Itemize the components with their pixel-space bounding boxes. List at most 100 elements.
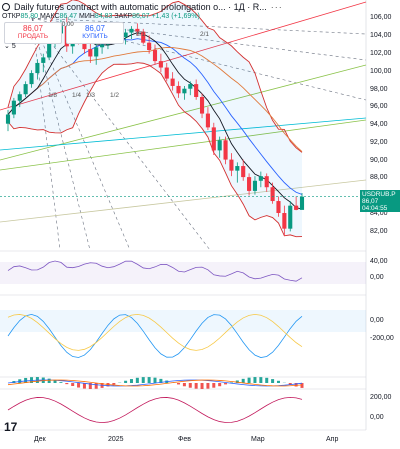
macd-histogram-bar	[88, 383, 92, 389]
trend-line	[0, 179, 367, 223]
macd-histogram-bar	[141, 377, 145, 383]
macd-histogram-bar	[224, 383, 228, 385]
macd-histogram-bar	[24, 377, 28, 383]
macd-histogram-bar	[65, 383, 69, 385]
macd-histogram-bar	[276, 380, 280, 383]
macd-histogram-bar	[124, 380, 128, 383]
osc4-tick: 0,00	[370, 414, 384, 421]
candle-body	[199, 96, 205, 114]
trend-line	[0, 117, 367, 151]
price-axis[interactable]: 106,00 104,00 102,00 100,00 98,00 96,00 …	[368, 0, 400, 421]
candle-body	[152, 50, 158, 62]
price-tick: 104,00	[370, 32, 392, 39]
momentum-line	[7, 397, 303, 424]
macd-histogram-bar	[18, 379, 22, 383]
candle-body	[158, 61, 163, 68]
candle-body	[88, 49, 93, 57]
trend-line	[0, 64, 367, 161]
macd-signal	[7, 379, 303, 387]
symbol-title[interactable]: Daily futures contract with automatic pr…	[14, 2, 267, 12]
macd-histogram-bar	[300, 383, 304, 388]
macd-histogram-bar	[194, 383, 198, 389]
candle-body	[176, 85, 181, 94]
time-tick: Дек	[34, 436, 46, 443]
macd-histogram-bar	[59, 382, 63, 383]
candle-body	[41, 57, 46, 63]
symbol-title-row[interactable]: Daily futures contract with automatic pr…	[2, 1, 283, 13]
macd-histogram-bar	[271, 379, 275, 383]
gann-line	[0, 1, 367, 111]
gann-line	[31, 17, 61, 251]
tradingview-logo-icon[interactable]: 17	[4, 420, 18, 434]
macd-histogram-bar	[247, 377, 251, 383]
chevron-down-icon: ⌄	[4, 43, 10, 50]
price-tag-price: 86,07	[362, 198, 379, 205]
osc4-tick: 200,00	[370, 394, 392, 401]
buy-label: КУПИТЬ	[82, 33, 108, 40]
candle-body	[288, 205, 293, 229]
candle-body	[194, 84, 199, 97]
price-tag-symbol: USDRUB.P	[362, 191, 396, 198]
moving-average-fast	[7, 32, 303, 210]
price-tick: 98,00	[370, 86, 388, 93]
macd-histogram-bar	[71, 383, 75, 387]
buy-button[interactable]: 86,07 КУПИТЬ	[66, 22, 124, 44]
macd-histogram-bar	[265, 377, 269, 383]
candle-body	[123, 32, 128, 38]
candle-body	[264, 176, 269, 188]
macd-histogram-bar	[241, 378, 245, 383]
candle-body	[188, 84, 193, 89]
candle-body	[229, 159, 234, 171]
candle-body	[94, 47, 99, 57]
buy-price: 86,07	[84, 24, 106, 33]
candle-body	[294, 205, 299, 210]
candle-body	[299, 196, 305, 210]
macd-histogram-bar	[177, 383, 181, 385]
low-value: 84,83	[94, 13, 113, 20]
sell-price: 86,07	[22, 24, 44, 33]
ohlc-values: ОТКР85,80 МАКС86,47 МИН84,83 ЗАКР86,07 +…	[2, 13, 200, 20]
macd-histogram-bar	[200, 383, 204, 389]
osc2-tick: -200,00	[370, 335, 394, 342]
macd-histogram-bar	[253, 377, 257, 383]
macd-histogram-bar	[182, 383, 186, 387]
macd-histogram-bar	[206, 383, 210, 389]
candle-body	[258, 176, 263, 181]
gann-label: 1/4	[72, 92, 82, 99]
more-menu-icon[interactable]: ···	[270, 2, 283, 12]
time-axis[interactable]: Дек 2025 Фев Мар Апр	[0, 430, 365, 449]
indicators-collapse-button[interactable]: ⌄ 5	[4, 42, 16, 51]
macd-histogram-bar	[153, 377, 157, 383]
gann-line	[31, 17, 211, 251]
price-tag-countdown: 04:04:55	[362, 205, 388, 212]
candle-body	[141, 31, 146, 43]
candle-body	[5, 114, 11, 124]
macd-histogram-bar	[47, 378, 51, 383]
gann-label: 2/1	[200, 31, 210, 38]
indicator-panes	[0, 260, 366, 424]
time-tick: 2025	[108, 436, 124, 443]
cci-band	[0, 310, 366, 332]
candle-body	[211, 127, 216, 151]
gann-line	[31, 17, 367, 35]
price-tick: 90,00	[370, 157, 388, 164]
candle-body	[217, 140, 222, 151]
osc2-tick: 0,00	[370, 317, 384, 324]
macd-histogram-bar	[229, 382, 233, 383]
eye-icon[interactable]	[2, 3, 10, 11]
gann-label: 1/2	[110, 92, 120, 99]
trend-line	[0, 119, 367, 171]
sell-button[interactable]: 86,07 ПРОДАТЬ	[4, 22, 62, 44]
price-tick: 102,00	[370, 50, 392, 57]
last-price-tag: USDRUB.P 86,07 04:04:55	[360, 190, 400, 212]
trade-buttons: 86,07 ПРОДАТЬ 86,07 КУПИТЬ	[4, 22, 124, 44]
price-tick: 96,00	[370, 103, 388, 110]
rsi-line	[7, 260, 303, 282]
gann-label: 8/1	[136, 31, 146, 38]
candle-body	[282, 213, 287, 229]
candle-body	[11, 100, 16, 115]
price-tick: 92,00	[370, 139, 388, 146]
